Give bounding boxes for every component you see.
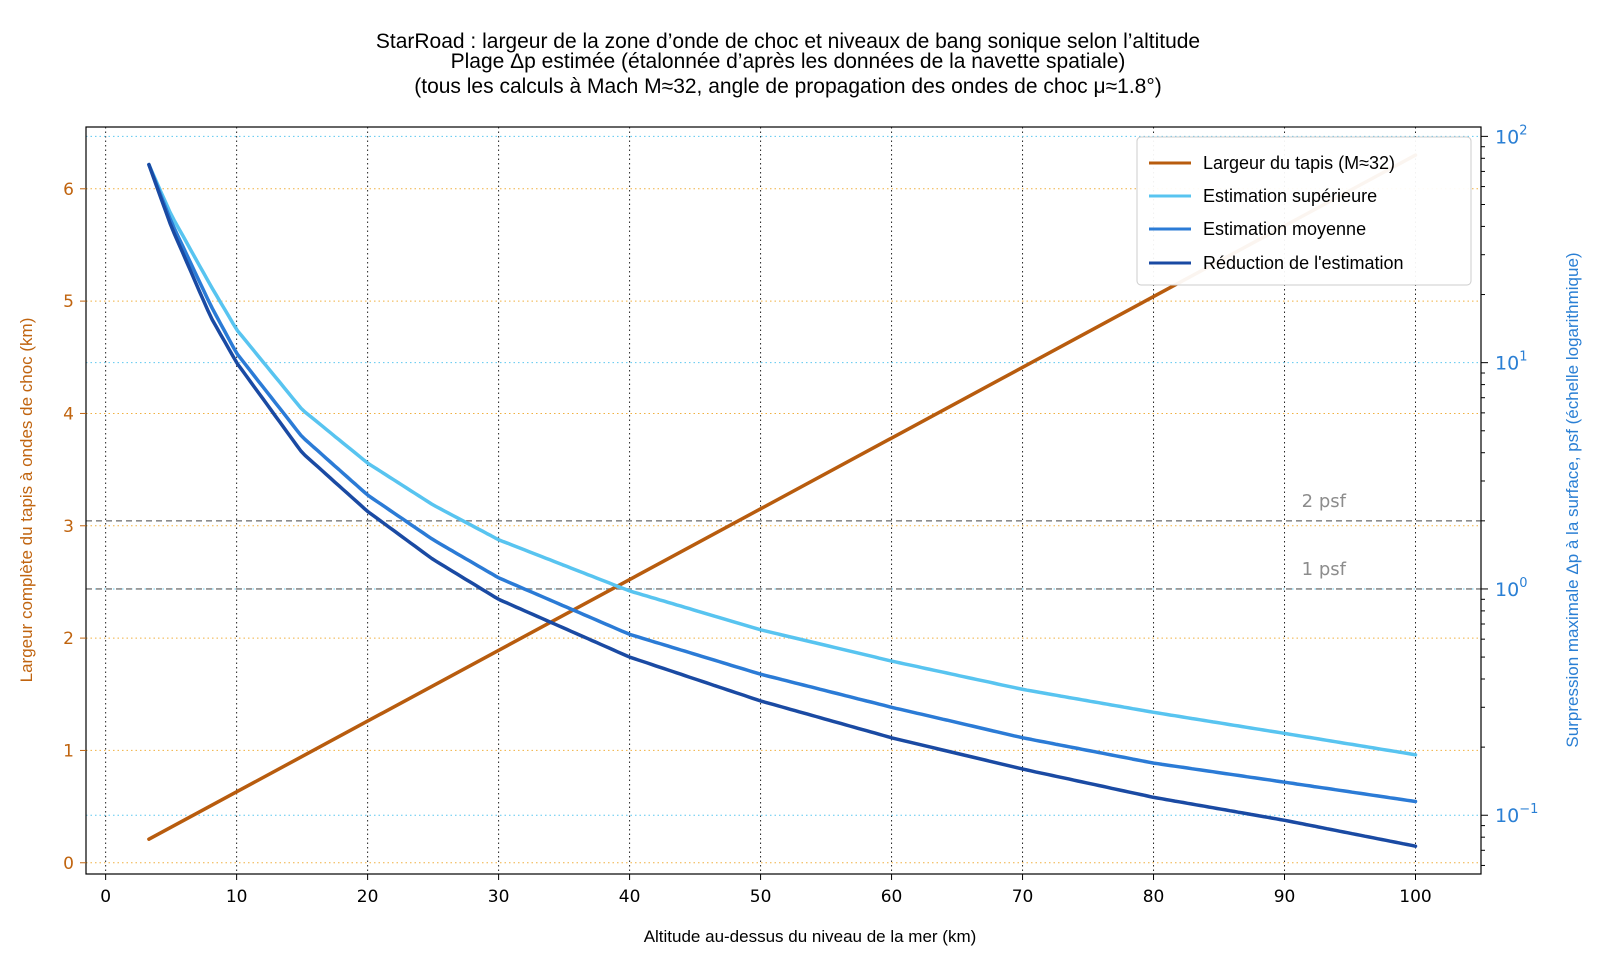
left-tick-label: 2 bbox=[63, 629, 74, 649]
right-tick-label-base: 10 bbox=[1495, 126, 1519, 148]
left-tick-label: 4 bbox=[63, 404, 74, 424]
right-tick-label: 101 bbox=[1495, 350, 1527, 375]
series-line-upper-estimate bbox=[147, 162, 1418, 757]
left-axis-label: Largeur complète du tapis à ondes de cho… bbox=[17, 318, 36, 683]
x-tick-label: 80 bbox=[1143, 887, 1165, 907]
legend-box bbox=[1136, 136, 1472, 286]
x-tick-label: 70 bbox=[1012, 887, 1034, 907]
legend-label-carpet-width: Largeur du tapis (M≈32) bbox=[1203, 153, 1395, 173]
reference-line-label: 2 psf bbox=[1302, 491, 1347, 512]
series-line-lower-estimate bbox=[147, 162, 1418, 848]
x-tick-label: 30 bbox=[488, 887, 510, 907]
right-tick-label-exponent: 1 bbox=[1519, 350, 1527, 365]
x-tick-label: 40 bbox=[619, 887, 641, 907]
right-tick-label-base: 10 bbox=[1495, 353, 1519, 375]
right-tick-label-exponent: 2 bbox=[1519, 123, 1527, 138]
legend: Largeur du tapis (M≈32) Estimation supér… bbox=[1136, 136, 1472, 286]
reference-line-label: 1 psf bbox=[1302, 559, 1347, 580]
reference-lines: 2 psf 1 psf bbox=[86, 491, 1481, 590]
left-tick-label: 0 bbox=[63, 854, 74, 874]
right-tick-label-base: 10 bbox=[1495, 579, 1519, 601]
series-line-mean-estimate bbox=[147, 162, 1418, 804]
legend-label-upper-estimate: Estimation supérieure bbox=[1203, 186, 1377, 206]
chart-title: StarRoad : largeur de la zone d’onde de … bbox=[376, 30, 1200, 98]
chart-title-line-3: (tous les calculs à Mach M≈32, angle de … bbox=[414, 75, 1161, 98]
right-tick-label: 102 bbox=[1495, 123, 1527, 148]
left-tick-label: 1 bbox=[63, 741, 74, 761]
legend-label-mean-estimate: Estimation moyenne bbox=[1203, 219, 1366, 239]
left-tick-label: 5 bbox=[63, 292, 74, 312]
x-tick-label: 60 bbox=[881, 887, 903, 907]
left-axis-ticks: 0 1 2 3 4 5 6 bbox=[63, 180, 86, 874]
x-tick-label: 10 bbox=[226, 887, 248, 907]
x-tick-label: 50 bbox=[750, 887, 772, 907]
grid-lines bbox=[86, 127, 1481, 874]
right-tick-label-base: 10 bbox=[1495, 805, 1519, 827]
right-tick-label-exponent: 0 bbox=[1519, 576, 1527, 591]
right-tick-label: 10−1 bbox=[1495, 802, 1538, 827]
chart-title-line-2: Plage Δp estimée (étalonnée d’après les … bbox=[451, 50, 1126, 73]
x-tick-label: 0 bbox=[100, 887, 111, 907]
x-axis-label: Altitude au-dessus du niveau de la mer (… bbox=[644, 927, 977, 946]
legend-label-lower-estimate: Réduction de l'estimation bbox=[1203, 253, 1404, 273]
x-axis-ticks: 0 10 20 30 40 50 60 70 80 90 100 bbox=[100, 874, 1432, 907]
plot-frame bbox=[85, 126, 1482, 875]
right-tick-label-exponent: −1 bbox=[1519, 802, 1538, 817]
x-tick-label: 100 bbox=[1399, 887, 1431, 907]
x-tick-label: 20 bbox=[357, 887, 379, 907]
chart-title-line-1: StarRoad : largeur de la zone d’onde de … bbox=[376, 30, 1200, 53]
right-tick-label: 100 bbox=[1495, 576, 1527, 601]
left-tick-label: 3 bbox=[63, 517, 74, 537]
left-tick-label: 6 bbox=[63, 180, 74, 200]
right-axis-label: Surpression maximale Δp à la surface, ps… bbox=[1563, 252, 1582, 747]
x-tick-label: 90 bbox=[1274, 887, 1296, 907]
